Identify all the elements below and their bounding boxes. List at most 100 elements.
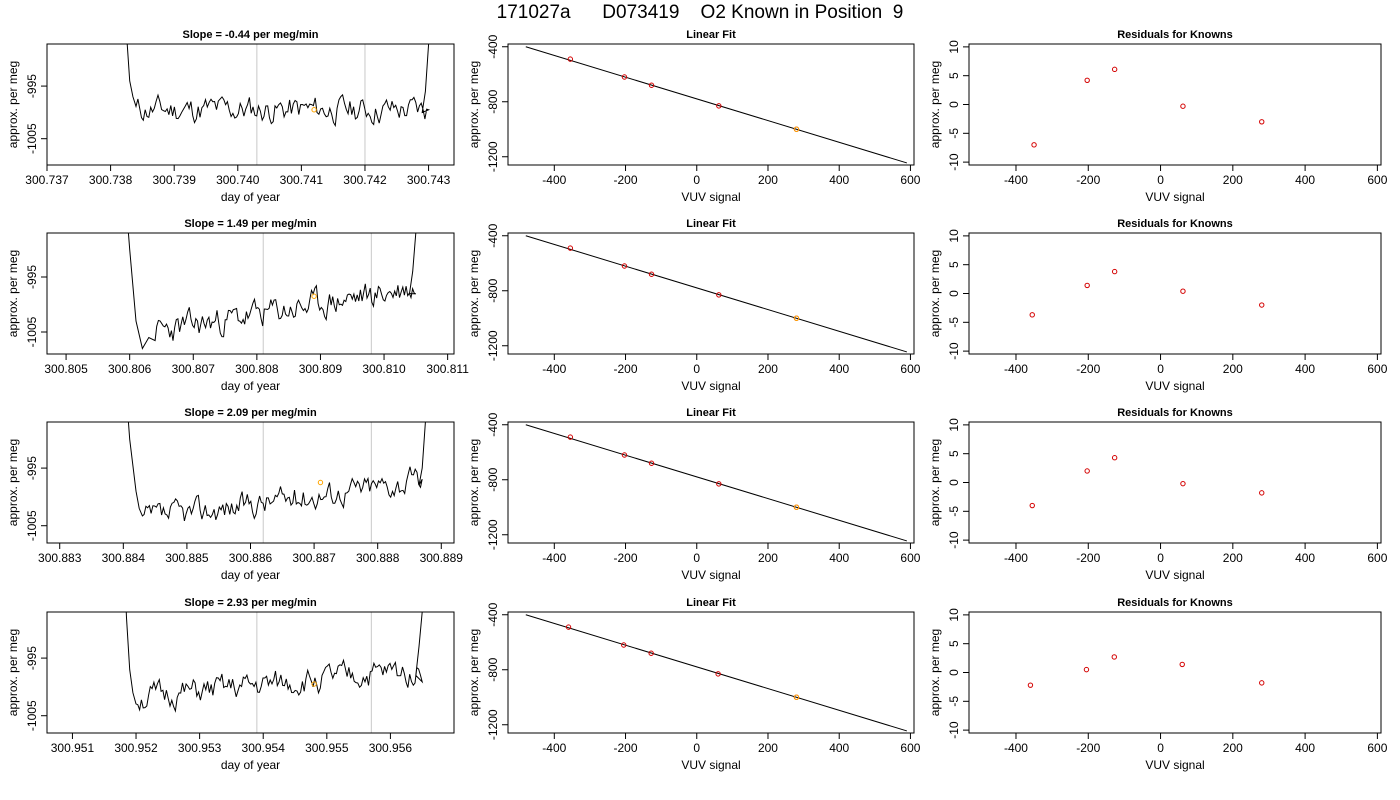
plot-area: [525, 46, 908, 164]
mean-marker: [311, 681, 317, 687]
x-tick-label: 300.740: [216, 173, 260, 187]
signal-trace: [127, 233, 417, 350]
sample-marker: [793, 694, 800, 700]
plot-frame: [968, 421, 1382, 544]
sample-marker: [793, 315, 800, 321]
x-tick-label: -200: [614, 551, 638, 565]
x-tick-label: -200: [1076, 741, 1100, 755]
x-tick-label: 600: [1367, 741, 1387, 755]
known-point: [565, 624, 572, 630]
chart-title: Linear Fit: [686, 218, 736, 230]
residual-point: [1259, 302, 1265, 308]
y-tick-label: 10: [947, 229, 961, 243]
residual-point: [1180, 480, 1186, 487]
plot-frame: [968, 232, 1382, 355]
mean-marker: [311, 107, 317, 113]
x-tick-label: 600: [900, 741, 920, 755]
y-tick-label: -1200: [486, 709, 500, 740]
x-tick-label: 300.742: [343, 173, 387, 187]
y-tick-label: 0: [947, 101, 961, 108]
residual-point: [1259, 490, 1265, 496]
residual-point: [1179, 661, 1185, 668]
known-point: [648, 82, 655, 88]
y-tick-label: -10: [947, 153, 961, 171]
known-point: [621, 263, 628, 269]
x-tick-label: 300.888: [356, 551, 400, 565]
y-tick-label: -1200: [486, 519, 500, 550]
x-tick-label: -400: [1004, 551, 1028, 565]
x-tick-label: -200: [614, 362, 638, 376]
known-point: [567, 434, 574, 440]
y-axis-label: approx. per meg: [467, 439, 481, 526]
x-tick-label: 0: [1157, 362, 1164, 376]
plot-frame: [968, 43, 1382, 166]
x-tick-label: 200: [758, 362, 778, 376]
x-tick-label: 0: [693, 362, 700, 376]
y-tick-label: -800: [486, 278, 500, 302]
known-point: [716, 103, 722, 109]
y-tick-label: 5: [947, 261, 961, 268]
plot-area: [127, 233, 417, 354]
y-tick-label: -995: [25, 74, 39, 98]
x-tick-label: 300.952: [114, 741, 158, 755]
sample-marker: [793, 504, 800, 510]
y-axis-label: approx. per meg: [928, 439, 942, 526]
x-axis-label: day of year: [221, 379, 280, 393]
plot-area: [1029, 455, 1265, 509]
x-tick-label: 300.883: [38, 551, 82, 565]
x-tick-label: 300.887: [292, 551, 336, 565]
x-tick-label: 300.951: [51, 741, 95, 755]
x-tick-label: 400: [829, 551, 849, 565]
plot-area: [525, 235, 908, 353]
chart-panel-timeseries-row-1: Slope = 1.49 per meg/min day of year appro…: [6, 218, 469, 393]
x-tick-label: 300.807: [172, 362, 216, 376]
chart-panel-timeseries-row-2: Slope = 2.09 per meg/min day of year appro…: [6, 407, 463, 582]
signal-trace: [126, 44, 431, 128]
y-tick-label: 10: [947, 40, 961, 54]
x-axis-label: day of year: [221, 758, 280, 772]
chart-panel-residuals-row-2: Residuals for Knowns VUV signal approx. pe…: [928, 407, 1388, 582]
chart-panel-fit-row-2: Linear Fit VUV signal approx. per meg -400 -…: [467, 407, 921, 582]
x-tick-label: 300.809: [299, 362, 343, 376]
chart-panel-fit-row-0: Linear Fit VUV signal approx. per meg -400 -…: [467, 29, 921, 204]
plot-area: [127, 422, 426, 543]
x-tick-label: 200: [1223, 741, 1243, 755]
x-tick-label: 400: [1295, 741, 1315, 755]
y-tick-label: -10: [947, 721, 961, 739]
x-tick-label: 200: [758, 551, 778, 565]
y-tick-label: 5: [947, 450, 961, 457]
chart-title: Linear Fit: [686, 29, 736, 41]
y-tick-label: -1005: [25, 510, 39, 541]
residual-point: [1111, 66, 1118, 73]
x-tick-label: 300.954: [242, 741, 286, 755]
x-tick-label: 400: [829, 362, 849, 376]
plot-area: [1027, 654, 1265, 688]
y-tick-label: -1200: [486, 330, 500, 361]
x-tick-label: 200: [758, 173, 778, 187]
y-tick-label: -995: [25, 456, 39, 480]
y-tick-label: -10: [947, 531, 961, 549]
x-axis-label: VUV signal: [681, 190, 740, 204]
x-tick-label: -400: [1004, 173, 1028, 187]
y-tick-label: -400: [486, 412, 500, 436]
x-axis-label: VUV signal: [681, 568, 740, 582]
plot-frame: [46, 611, 455, 734]
x-tick-label: 600: [1367, 551, 1387, 565]
chart-title: Slope = -0.44 per meg/min: [182, 29, 318, 41]
x-tick-label: 0: [693, 173, 700, 187]
residual-point: [1084, 77, 1090, 84]
chart-title: Linear Fit: [686, 597, 736, 609]
y-tick-label: -5: [947, 317, 961, 328]
x-tick-label: -400: [1004, 362, 1028, 376]
y-tick-label: -800: [486, 89, 500, 113]
x-tick-label: -200: [614, 741, 638, 755]
x-tick-label: -400: [542, 173, 566, 187]
x-tick-label: 300.956: [369, 741, 413, 755]
chart-title: Residuals for Knowns: [1117, 29, 1233, 41]
y-axis-label: approx. per meg: [6, 629, 20, 716]
x-tick-label: 300.810: [362, 362, 406, 376]
plot-area: [126, 44, 431, 165]
x-tick-label: 300.737: [25, 173, 69, 187]
x-tick-label: 300.955: [305, 741, 349, 755]
